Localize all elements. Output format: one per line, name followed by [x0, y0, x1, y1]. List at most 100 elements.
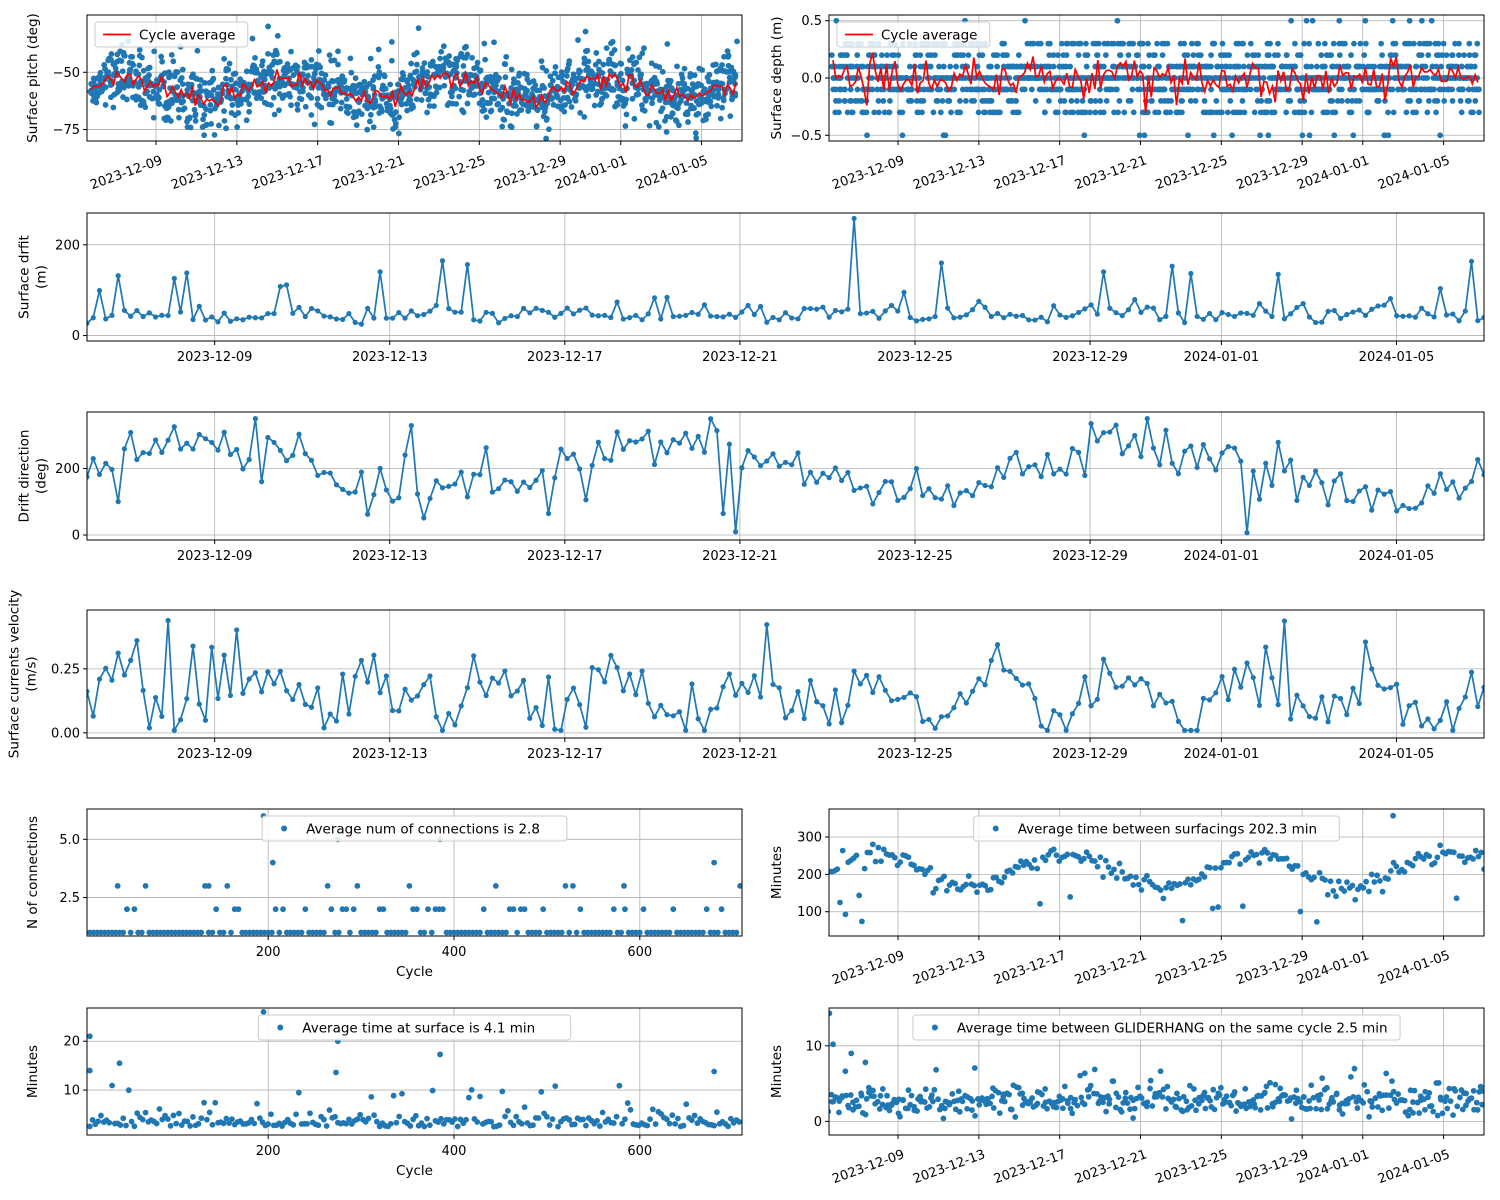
- data-point: [1003, 86, 1010, 93]
- data-point: [1170, 1096, 1177, 1103]
- data-point: [1208, 86, 1215, 93]
- data-point: [610, 87, 617, 93]
- data-point: [1379, 1107, 1386, 1114]
- data-point: [1113, 875, 1120, 881]
- data-point: [421, 929, 428, 936]
- data-point: [969, 1098, 976, 1104]
- data-point: [739, 309, 745, 315]
- data-point: [1363, 878, 1370, 885]
- data-point: [1275, 439, 1281, 445]
- data-point: [1148, 98, 1155, 104]
- data-point: [608, 457, 614, 463]
- data-point: [981, 86, 988, 93]
- data-point: [341, 77, 348, 83]
- data-point: [1157, 317, 1163, 323]
- x-tick-label: 2023-12-13: [911, 948, 987, 988]
- data-point: [914, 1108, 920, 1114]
- data-point: [1263, 1083, 1270, 1090]
- data-point: [1412, 314, 1418, 320]
- data-point: [1458, 63, 1465, 70]
- data-point: [845, 702, 851, 708]
- data-point: [503, 53, 510, 60]
- data-point: [299, 88, 306, 95]
- data-point: [864, 132, 870, 139]
- data-point: [395, 81, 401, 88]
- y-axis-label: Drift direction(deg): [17, 430, 50, 523]
- data-point: [707, 98, 714, 105]
- data-point: [1369, 306, 1375, 312]
- data-point: [220, 929, 227, 936]
- data-point: [1480, 1088, 1484, 1094]
- axes-frame: [86, 609, 1485, 739]
- data-point: [706, 71, 713, 78]
- x-tick-label: 2023-12-09: [830, 153, 906, 193]
- data-point: [127, 929, 134, 936]
- data-point: [563, 72, 570, 79]
- data-point: [1433, 63, 1440, 70]
- data-point: [277, 283, 283, 290]
- y-tick-label: −75: [53, 123, 80, 138]
- data-point: [252, 670, 258, 676]
- data-point: [209, 439, 215, 446]
- data-point: [856, 892, 863, 899]
- data-point: [622, 100, 629, 107]
- data-point: [1155, 109, 1162, 116]
- data-point: [327, 314, 333, 320]
- data-point: [190, 316, 196, 323]
- data-point: [667, 77, 674, 84]
- data-point: [412, 1112, 419, 1119]
- data-point: [659, 68, 666, 75]
- data-point: [120, 1115, 127, 1122]
- data-point: [1299, 132, 1306, 139]
- data-point: [607, 929, 613, 936]
- data-point: [974, 889, 980, 896]
- data-point: [510, 906, 517, 913]
- data-point: [1179, 98, 1186, 104]
- data-point: [142, 882, 149, 889]
- data-point: [1416, 1110, 1423, 1116]
- data-point: [413, 61, 420, 68]
- data-point: [1001, 667, 1007, 673]
- data-point: [875, 98, 882, 104]
- data-point: [960, 52, 967, 58]
- y-axis-label-line: Surface pitch (deg): [25, 13, 41, 143]
- data-point: [629, 54, 636, 60]
- data-point: [878, 52, 885, 58]
- data-point: [1226, 52, 1233, 58]
- data-point: [1350, 132, 1357, 139]
- data-point: [1456, 318, 1462, 324]
- data-point: [321, 929, 327, 936]
- data-point: [700, 929, 706, 936]
- data-point: [216, 122, 222, 129]
- data-point: [1470, 855, 1476, 862]
- data-point: [1252, 1104, 1258, 1111]
- data-point: [863, 483, 870, 489]
- data-point: [184, 696, 190, 702]
- grid-lines: [87, 610, 1484, 738]
- data-point: [995, 1089, 1002, 1096]
- data-point: [1475, 318, 1481, 324]
- data-point: [720, 97, 727, 104]
- data-point: [1313, 468, 1319, 474]
- data-point: [956, 109, 963, 116]
- y-tick-label: 200: [55, 462, 80, 477]
- data-point: [190, 446, 196, 452]
- data-point: [307, 93, 314, 100]
- data-point: [1433, 109, 1440, 116]
- average-line: [90, 69, 737, 110]
- data-point: [249, 35, 256, 42]
- data-point: [346, 711, 352, 717]
- data-point: [271, 310, 277, 317]
- data-point: [679, 75, 686, 81]
- data-point: [1350, 498, 1356, 505]
- data-point: [1324, 109, 1331, 116]
- data-point: [1434, 1112, 1441, 1119]
- data-point: [477, 472, 483, 478]
- data-point: [1435, 1080, 1442, 1086]
- data-point: [1474, 40, 1481, 47]
- grid-lines: [87, 412, 1484, 540]
- data-point: [930, 1098, 936, 1105]
- data-point: [719, 62, 725, 68]
- data-point: [807, 469, 814, 475]
- data-point: [620, 316, 626, 322]
